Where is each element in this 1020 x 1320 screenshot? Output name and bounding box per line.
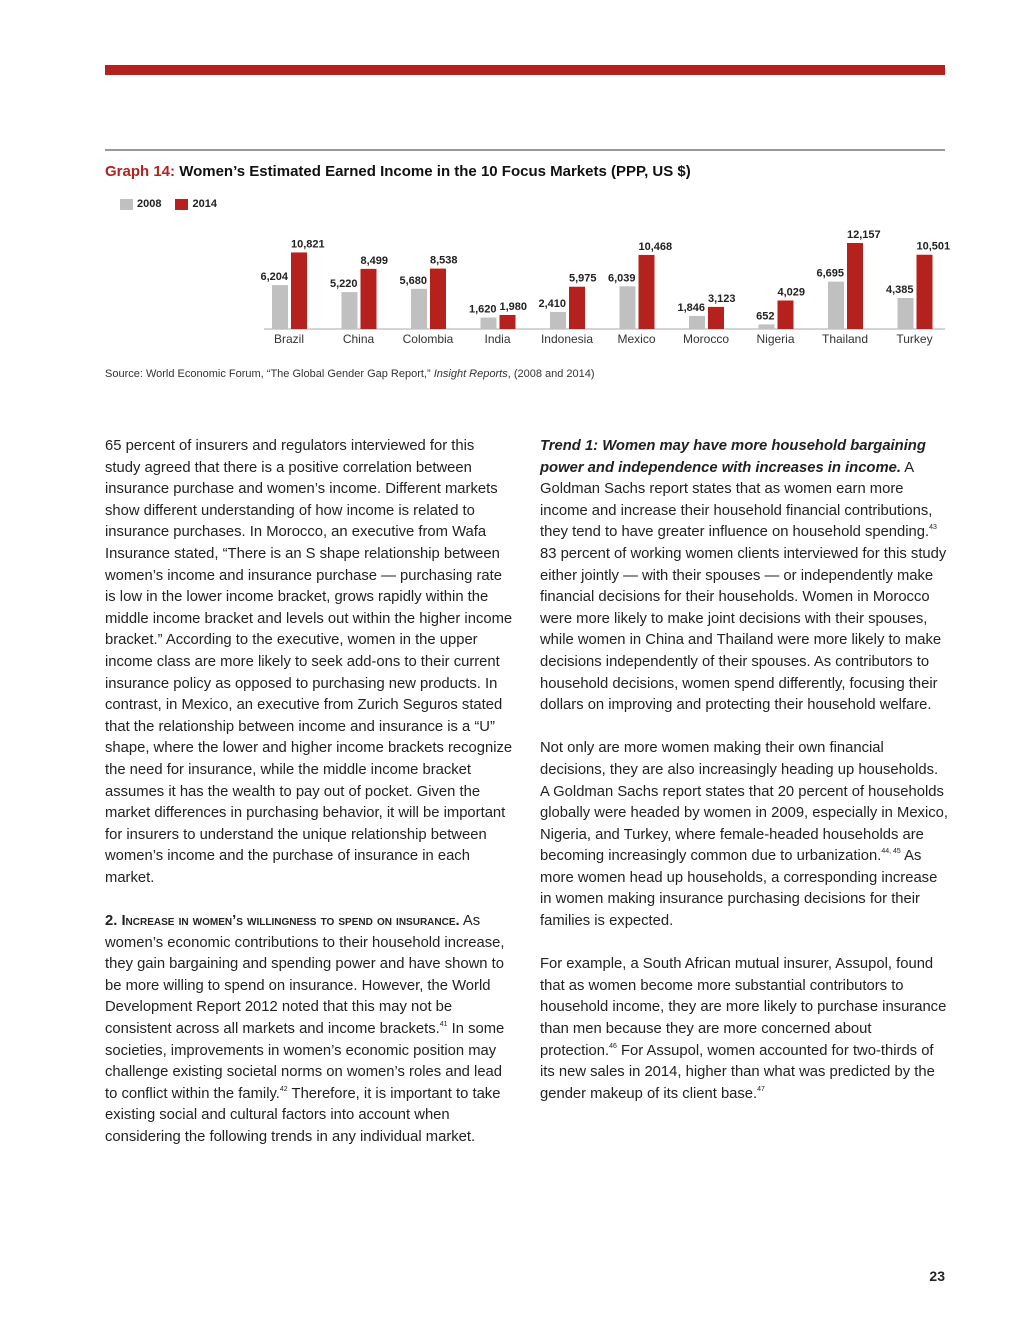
bar-2014-brazil	[291, 252, 307, 329]
chart-source: Source: World Economic Forum, “The Globa…	[105, 368, 595, 380]
source-suffix: , (2008 and 2014)	[507, 368, 595, 380]
text: Not only are more women making their own…	[540, 740, 948, 865]
bar-2008-thailand	[828, 281, 844, 329]
bar-2008-turkey	[897, 297, 914, 329]
header-red-bar	[105, 65, 945, 75]
legend-item-2014: 2014	[175, 198, 217, 210]
section-heading: 2. Increase in women’s willingness to sp…	[105, 913, 460, 930]
x-tick-label: Turkey	[896, 332, 932, 346]
bar-2008-brazil	[272, 285, 288, 329]
x-tick-label: Morocco	[683, 332, 729, 346]
bar-2014-china	[360, 268, 377, 329]
footnote-ref: 47	[757, 1085, 765, 1093]
data-label: 4,385	[886, 284, 914, 296]
data-label: 2,410	[538, 298, 566, 310]
text: In some societies, improvements in women…	[105, 1021, 505, 1102]
graph-title-text: Women’s Estimated Earned Income in the 1…	[179, 163, 691, 180]
data-label: 4,029	[778, 286, 806, 298]
x-tick-label: China	[343, 332, 375, 346]
paragraph: 65 percent of insurers and regulators in…	[105, 438, 513, 886]
bar-2014-mexico	[638, 254, 655, 329]
text: For Assupol, women accounted for two-thi…	[540, 1042, 935, 1102]
section-divider	[105, 149, 945, 151]
data-label: 6,039	[608, 272, 636, 284]
text: 83 percent of working women clients inte…	[540, 545, 947, 714]
paragraph: Trend 1: Women may have more household b…	[540, 436, 948, 717]
data-label: 1,980	[500, 301, 528, 313]
page-number: 23	[929, 1268, 945, 1284]
graph-number: Graph 14:	[105, 163, 176, 180]
paragraph: For example, a South African mutual insu…	[540, 954, 948, 1105]
footnote-ref: 44, 45	[881, 848, 901, 856]
text: As women’s economic contributions to the…	[105, 913, 505, 1038]
data-label: 5,220	[330, 278, 358, 290]
data-label: 10,501	[917, 241, 951, 253]
x-tick-label: Indonesia	[541, 332, 593, 346]
data-label: 652	[756, 310, 774, 322]
legend-label-2014: 2014	[192, 198, 217, 210]
x-tick-label: Brazil	[274, 332, 304, 346]
x-tick-label: Colombia	[403, 332, 454, 346]
text: For example, a South African mutual insu…	[540, 956, 947, 1059]
data-label: 6,695	[816, 268, 844, 280]
data-label: 10,468	[639, 241, 673, 253]
bar-2008-mexico	[619, 286, 636, 329]
data-label: 6,204	[260, 271, 288, 283]
legend-item-2008: 2008	[120, 198, 161, 210]
paragraph: 2. Increase in women’s willingness to sp…	[105, 911, 513, 1149]
bar-2008-indonesia	[550, 311, 566, 329]
left-column: 65 percent of insurers and regulators in…	[105, 436, 513, 1170]
x-tick-label: India	[484, 332, 510, 346]
right-column: Trend 1: Women may have more household b…	[540, 436, 948, 1127]
legend-label-2008: 2008	[137, 198, 162, 210]
legend-swatch-2014	[175, 198, 189, 210]
data-label: 1,620	[469, 304, 497, 316]
data-label: 8,538	[430, 255, 458, 267]
data-label: 8,499	[361, 255, 389, 267]
data-label: 10,821	[291, 238, 325, 250]
footnote-ref: 41	[439, 1021, 448, 1029]
x-tick-label: Nigeria	[756, 332, 794, 346]
source-text: Source: World Economic Forum, “The Globa…	[105, 368, 434, 380]
bar-2014-thailand	[847, 243, 863, 329]
footnote-ref: 46	[609, 1042, 617, 1050]
footnote-ref: 42	[279, 1085, 288, 1093]
source-italic: Insight Reports	[433, 368, 508, 380]
chart-legend: 2008 2014	[120, 198, 217, 210]
text: Therefore, it is important to take exist…	[105, 1085, 501, 1145]
bar-2008-china	[341, 292, 358, 329]
footnote-ref: 43	[929, 524, 937, 532]
data-label: 1,846	[677, 302, 705, 314]
data-label: 12,157	[847, 229, 881, 241]
bar-2014-colombia	[430, 268, 446, 329]
bar-2014-morocco	[708, 306, 724, 329]
x-tick-label: Mexico	[617, 332, 655, 346]
bar-2014-indonesia	[569, 286, 585, 329]
x-tick-label: Thailand	[822, 332, 868, 346]
trend-heading: Trend 1: Women may have more household b…	[540, 438, 926, 476]
text: As more women head up households, a corr…	[540, 848, 938, 930]
bar-2008-india	[480, 317, 497, 329]
graph-title: Graph 14: Women’s Estimated Earned Incom…	[105, 163, 691, 180]
bar-2008-nigeria	[758, 324, 775, 329]
paragraph: Not only are more women making their own…	[540, 738, 948, 932]
data-label: 5,975	[569, 273, 597, 285]
legend-swatch-2008	[120, 198, 133, 210]
bar-2014-turkey	[916, 254, 933, 329]
bar-2014-india	[499, 314, 516, 329]
bar-2014-nigeria	[777, 300, 794, 329]
data-label: 5,680	[399, 275, 427, 287]
bar-2008-colombia	[411, 288, 427, 329]
bar-2008-morocco	[689, 315, 705, 329]
data-label: 3,123	[708, 293, 736, 305]
text: A Goldman Sachs report states that as wo…	[540, 459, 933, 541]
